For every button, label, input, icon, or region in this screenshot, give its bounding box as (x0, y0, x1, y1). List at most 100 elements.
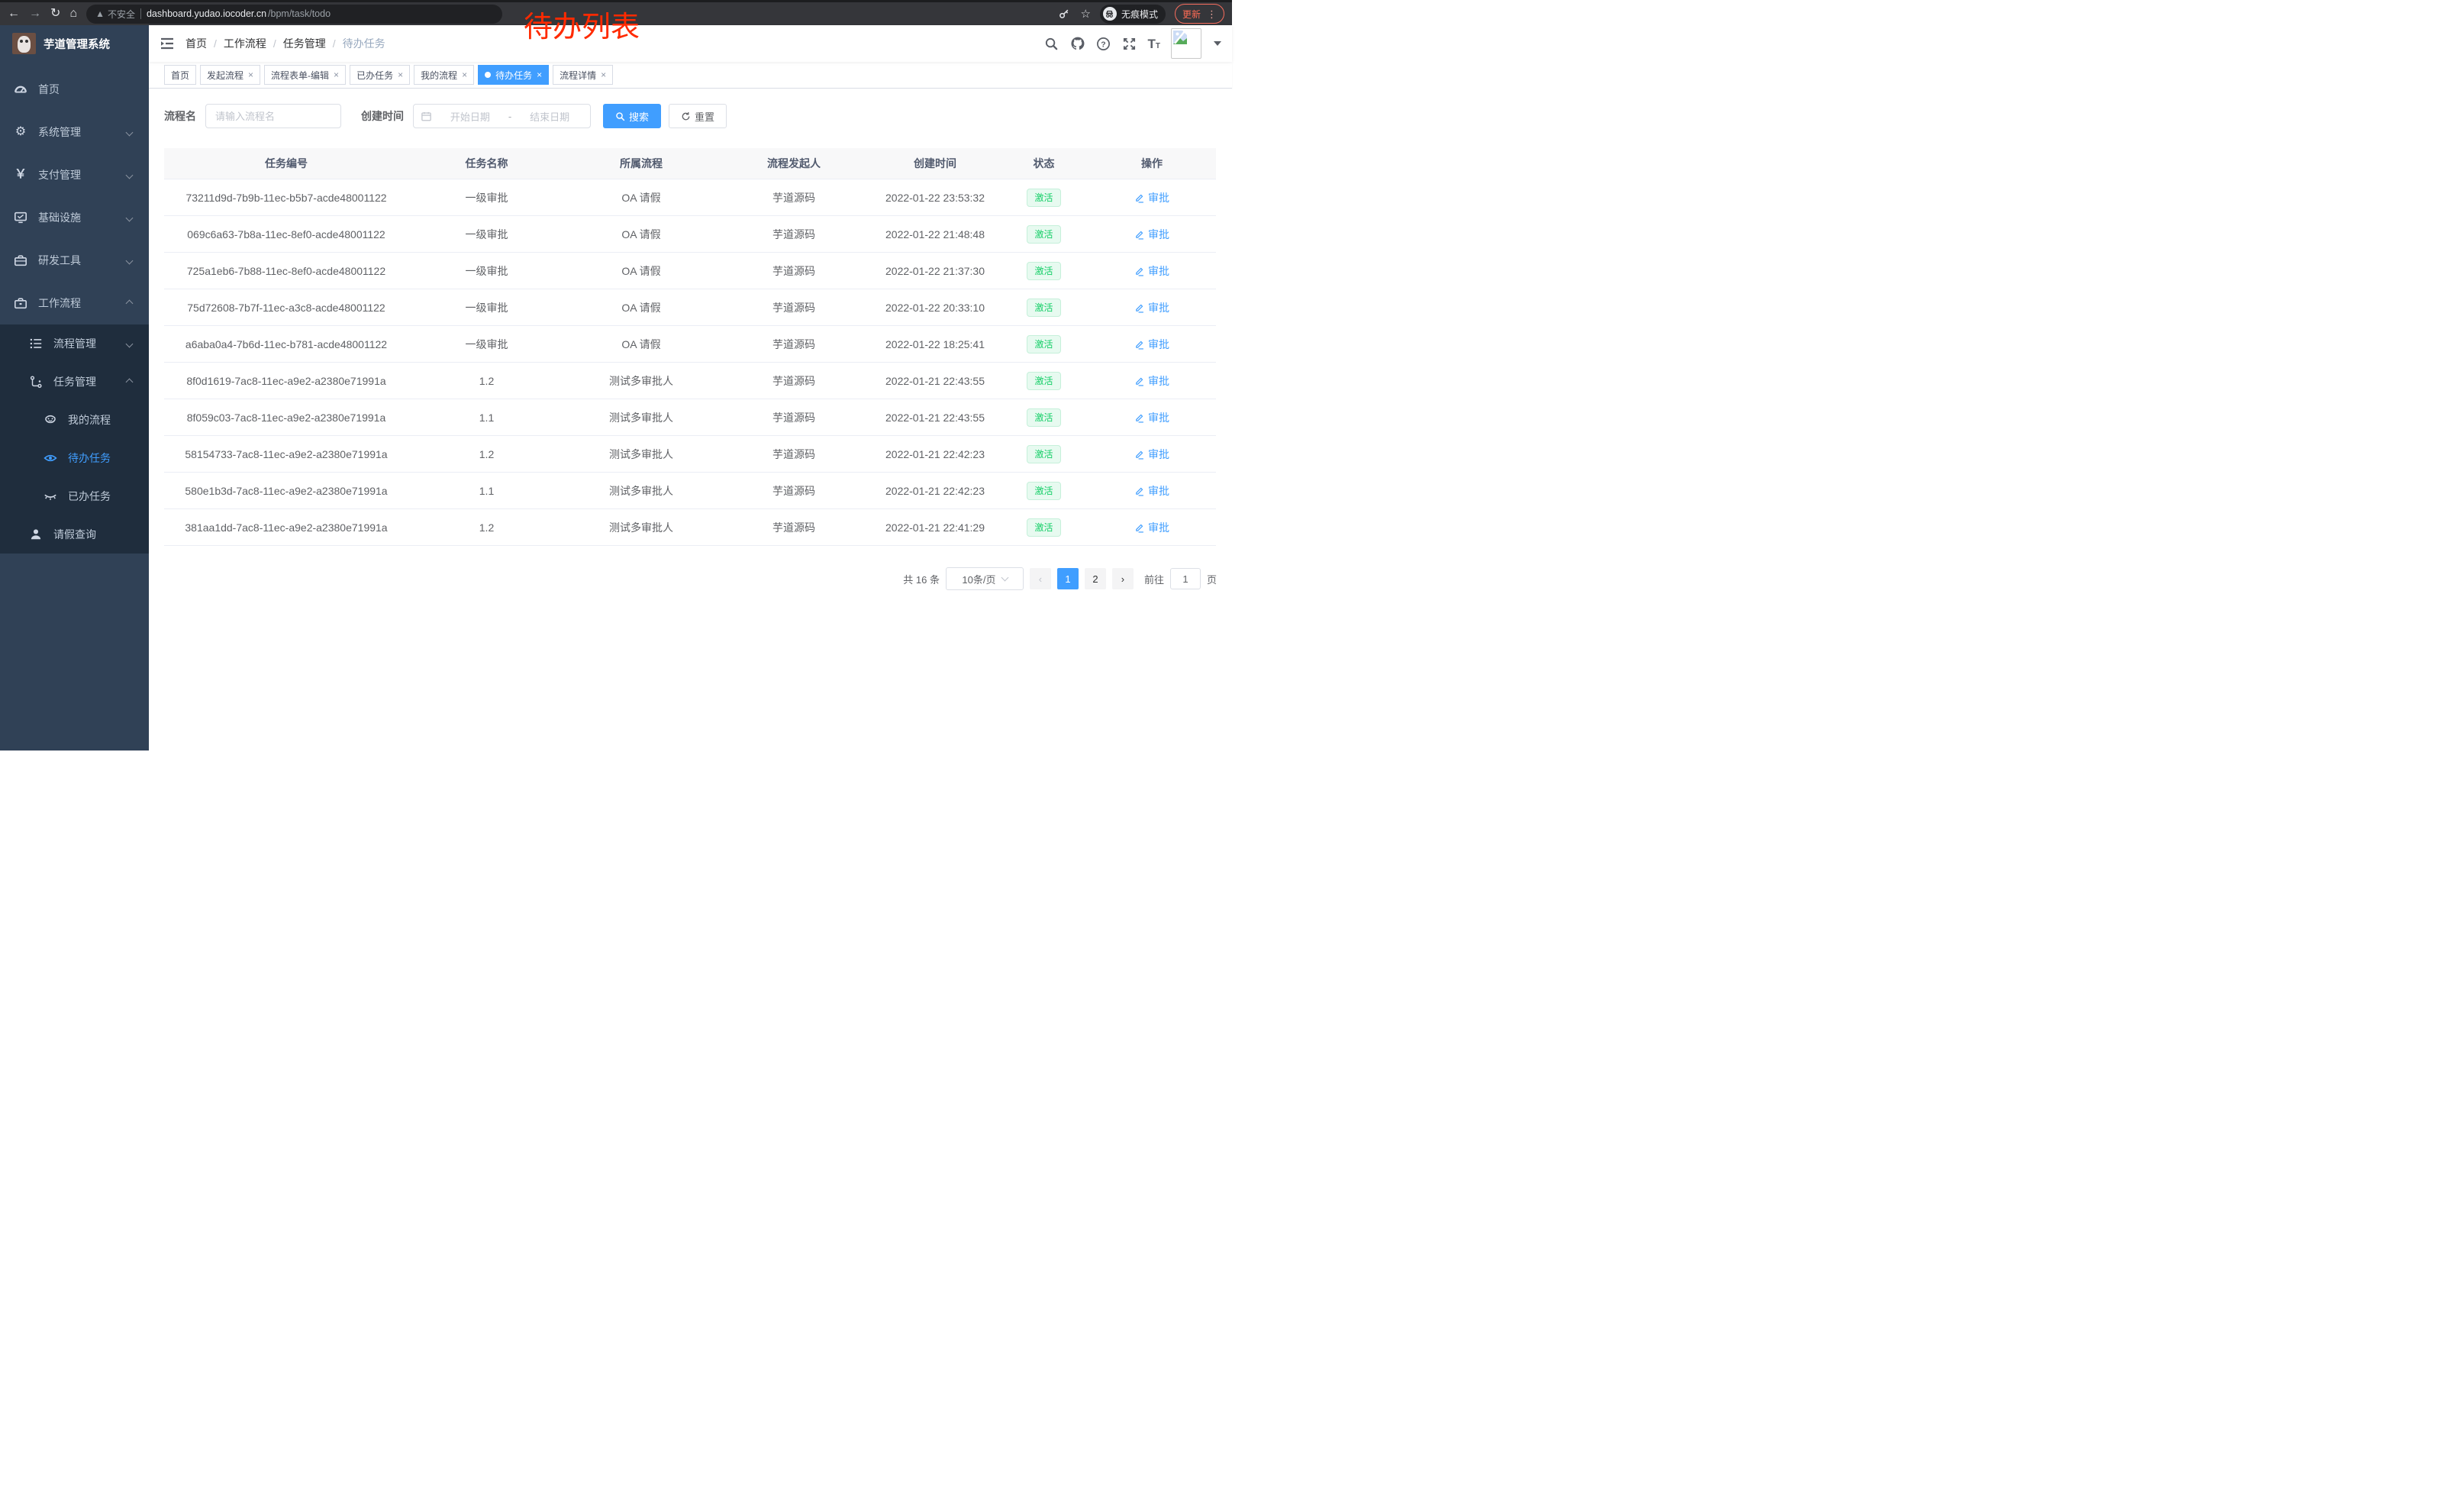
sidebar-item-my-process[interactable]: 我的流程 (0, 401, 149, 439)
tab-form-edit[interactable]: 流程表单-编辑 × (264, 65, 347, 85)
status-badge: 激活 (1027, 518, 1061, 537)
task-id: 8f0d1619-7ac8-11ec-a9e2-a2380e71991a (186, 374, 386, 387)
breadcrumb-separator: / (214, 37, 217, 50)
date-range-picker[interactable]: 开始日期 - 结束日期 (413, 104, 591, 128)
search-button[interactable]: 搜索 (603, 104, 662, 128)
sidebar-item-infrastructure[interactable]: 基础设施 (0, 196, 149, 239)
approve-link[interactable]: 审批 (1134, 227, 1169, 242)
page-content: 流程名 创建时间 开始日期 - 结束日期 搜索 重置 (149, 89, 1232, 750)
col-create-time: 创建时间 (870, 148, 1000, 179)
close-icon[interactable]: × (334, 69, 340, 80)
sidebar-item-done-tasks[interactable]: 已办任务 (0, 477, 149, 515)
approve-link[interactable]: 审批 (1134, 483, 1169, 499)
tab-done-tasks[interactable]: 已办任务 × (350, 65, 411, 85)
process-name: OA 请假 (621, 191, 661, 204)
status-badge: 激活 (1027, 408, 1061, 427)
breadcrumb-home[interactable]: 首页 (185, 37, 207, 50)
approve-link[interactable]: 审批 (1134, 190, 1169, 205)
task-id: 381aa1dd-7ac8-11ec-a9e2-a2380e71991a (185, 521, 388, 534)
status-badge: 激活 (1027, 224, 1061, 244)
approve-link[interactable]: 审批 (1134, 263, 1169, 279)
font-size-icon[interactable]: TT (1147, 36, 1161, 51)
update-label: 更新 (1182, 8, 1201, 20)
goto-page-input[interactable] (1169, 568, 1201, 589)
prev-page-button[interactable]: ‹ (1029, 568, 1051, 589)
create-time: 2022-01-22 18:25:41 (885, 337, 985, 350)
close-icon[interactable]: × (248, 69, 254, 80)
browser-menu-icon[interactable]: ⋮ (1207, 8, 1217, 20)
col-task-name: 任务名称 (408, 148, 565, 179)
breadcrumb-separator: / (273, 37, 276, 50)
close-icon[interactable]: × (601, 69, 607, 80)
url-host: dashboard.yudao.iocoder.cn (146, 8, 267, 19)
close-icon[interactable]: × (398, 69, 404, 80)
chrome-update-button[interactable]: 更新 ⋮ (1174, 4, 1224, 24)
task-id: a6aba0a4-7b6d-11ec-b781-acde48001122 (185, 337, 388, 350)
key-icon[interactable] (1056, 6, 1072, 21)
tab-home[interactable]: 首页 (164, 65, 197, 85)
close-icon[interactable]: × (462, 69, 468, 80)
back-icon[interactable]: ← (8, 7, 20, 20)
reset-button[interactable]: 重置 (669, 104, 727, 128)
process-starter: 芋道源码 (772, 301, 815, 314)
approve-link[interactable]: 审批 (1134, 520, 1169, 535)
sidebar-item-workflow[interactable]: 工作流程 (0, 282, 149, 324)
breadcrumb-workflow[interactable]: 工作流程 (223, 37, 266, 50)
app-logo[interactable]: 芋道管理系统 (0, 25, 149, 62)
page-button-1[interactable]: 1 (1056, 568, 1079, 589)
status-badge: 激活 (1027, 334, 1061, 353)
create-time-label: 创建时间 (361, 110, 404, 122)
bookmark-star-icon[interactable]: ☆ (1080, 7, 1091, 21)
sidebar-item-task-management[interactable]: 任务管理 (0, 363, 149, 401)
home-icon[interactable]: ⌂ (69, 7, 78, 20)
tab-todo-tasks[interactable]: 待办任务 × (478, 65, 550, 85)
reload-icon[interactable]: ↻ (50, 7, 61, 20)
avatar[interactable] (1171, 28, 1201, 59)
sidebar-item-payment[interactable]: ￥ 支付管理 (0, 153, 149, 196)
process-name: OA 请假 (621, 264, 661, 277)
forward-icon[interactable]: → (29, 7, 41, 20)
process-name-input[interactable] (205, 104, 341, 128)
approve-link[interactable]: 审批 (1134, 337, 1169, 352)
search-icon[interactable] (1044, 36, 1059, 51)
sidebar-item-leave-query[interactable]: 请假查询 (0, 515, 149, 554)
next-page-button[interactable]: › (1111, 568, 1134, 589)
close-icon[interactable]: × (537, 69, 543, 80)
approve-link[interactable]: 审批 (1134, 300, 1169, 315)
table-row: 069c6a63-7b8a-11ec-8ef0-acde48001122 一级审… (164, 215, 1216, 253)
url-bar[interactable]: ▲ 不安全 dashboard.yudao.iocoder.cn/bpm/task… (86, 4, 503, 24)
process-name-label: 流程名 (164, 110, 196, 122)
github-icon[interactable] (1070, 36, 1085, 51)
avatar-dropdown-caret[interactable] (1214, 41, 1221, 46)
help-icon[interactable]: ? (1096, 36, 1111, 51)
sidebar-item-system[interactable]: ⚙ 系统管理 (0, 111, 149, 153)
sidebar-item-label: 流程管理 (53, 337, 96, 350)
create-time: 2022-01-21 22:43:55 (885, 374, 985, 387)
tab-my-process[interactable]: 我的流程 × (414, 65, 475, 85)
sidebar-item-process-management[interactable]: 流程管理 (0, 324, 149, 363)
breadcrumb-task-management[interactable]: 任务管理 (282, 37, 326, 50)
page-size-select[interactable]: 10条/页 (945, 567, 1024, 590)
fullscreen-icon[interactable] (1122, 36, 1137, 51)
hamburger-icon[interactable] (160, 36, 175, 51)
table-row: 75d72608-7b7f-11ec-a3c8-acde48001122 一级审… (164, 289, 1216, 326)
tab-process-detail[interactable]: 流程详情 × (553, 65, 614, 85)
approve-link[interactable]: 审批 (1134, 410, 1169, 425)
tree-icon (29, 375, 43, 389)
sidebar: 芋道管理系统 首页 ⚙ 系统管理 ￥ 支付管理 (0, 25, 149, 750)
task-name: 一级审批 (465, 228, 508, 240)
sidebar-item-label: 支付管理 (38, 169, 81, 181)
approve-link[interactable]: 审批 (1134, 447, 1169, 462)
status-badge: 激活 (1027, 481, 1061, 500)
sidebar-item-devtools[interactable]: 研发工具 (0, 239, 149, 282)
not-secure-warning-icon[interactable]: ▲ 不安全 (95, 8, 135, 20)
sidebar-item-home[interactable]: 首页 (0, 68, 149, 111)
sidebar-item-label: 我的流程 (68, 414, 111, 426)
chevron-up-icon (125, 378, 134, 386)
sidebar-item-todo-tasks[interactable]: 待办任务 (0, 439, 149, 477)
task-name: 1.2 (479, 521, 495, 534)
tab-start-process[interactable]: 发起流程 × (200, 65, 261, 85)
page-button-2[interactable]: 2 (1084, 568, 1106, 589)
task-id: 58154733-7ac8-11ec-a9e2-a2380e71991a (185, 447, 388, 460)
approve-link[interactable]: 审批 (1134, 373, 1169, 389)
